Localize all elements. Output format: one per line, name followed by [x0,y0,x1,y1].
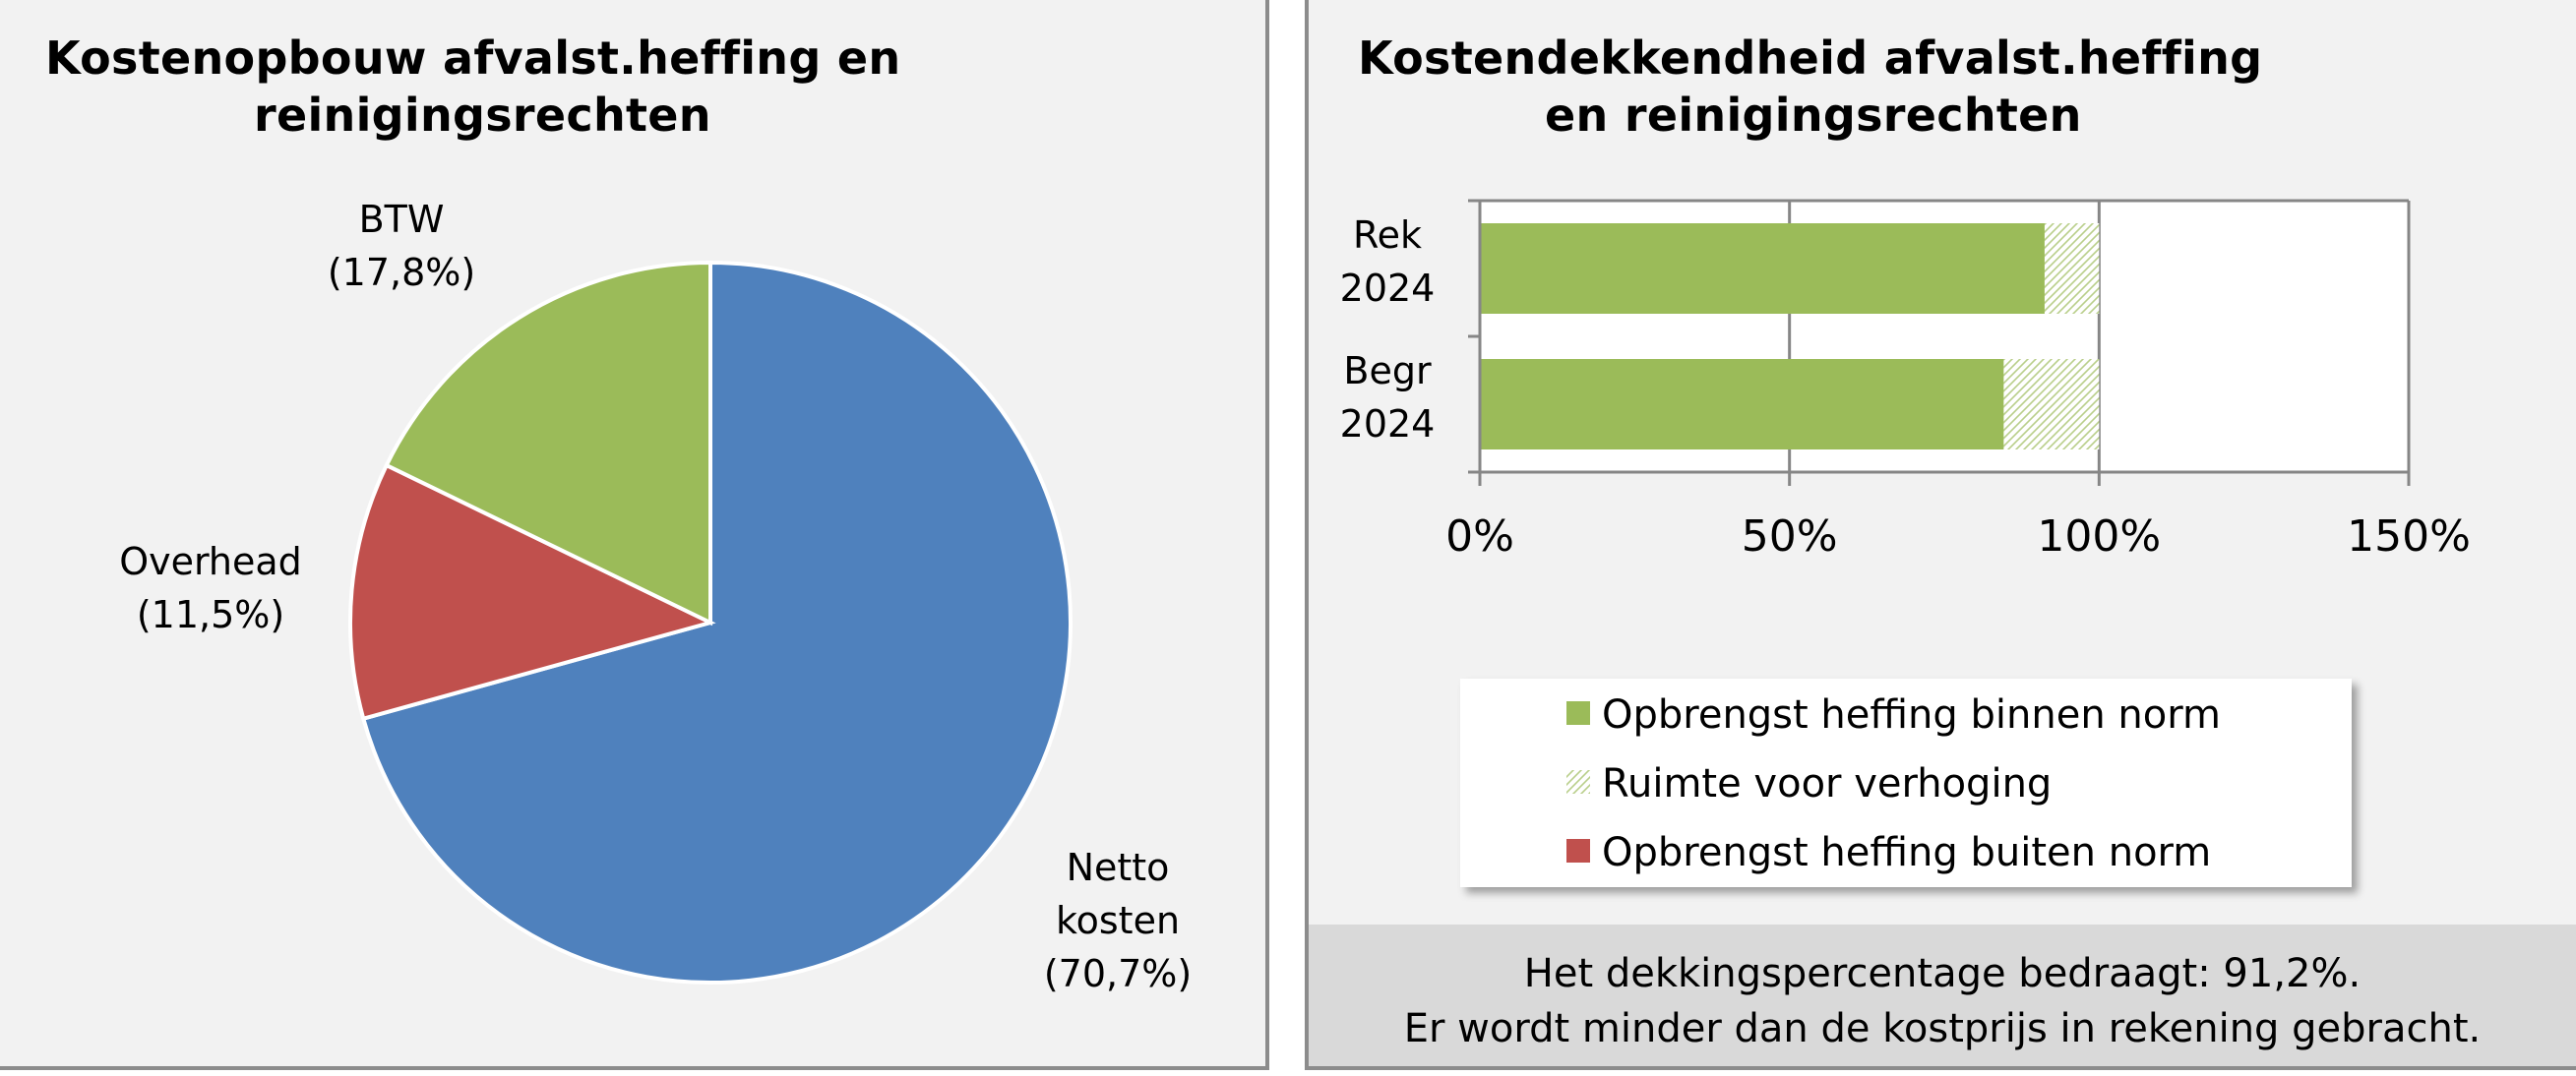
bar-chart: Rek 2024 Begr 2024 0% 50% 100% 150% [1340,199,2471,562]
bar-segment [2003,359,2100,449]
legend-swatch [1566,770,1590,794]
pie-chart: Netto kosten (70,7%) Overhead (11,5%) BTW (17,… [119,198,1192,995]
pie-slice [348,462,716,722]
x-tick-label: 0% [1445,511,1514,562]
legend-swatch [1566,839,1590,863]
pie-panel: Kostenopbouw afvalst.heffing en reinigin… [0,0,1269,1070]
coverage-note-line1: Het dekkingspercentage bedraagt: 91,2%. [1523,951,2361,996]
legend-label: Opbrengst heffing binnen norm [1602,692,2221,738]
x-tick-label: 100% [2037,511,2161,562]
coverage-note-line2: Er wordt minder dan de kostprijs in reke… [1403,1006,2482,1051]
pie-title-line2: reinigingsrechten [254,89,711,142]
pie-slice [384,260,712,627]
legend-label: Ruimte voor verhoging [1602,761,2052,807]
bar-segment [2044,223,2100,314]
pie-slice-label: Netto kosten (70,7%) [1044,846,1192,995]
bar-segment [1480,359,2004,449]
bar-segment [1480,223,2045,314]
x-tick-label: 150% [2347,511,2471,562]
legend-items: Opbrengst heffing binnen norm Ruimte voor… [1566,692,2221,875]
category-label: Begr 2024 [1340,349,1436,446]
bar-panel: Kostendekkendheid afvalst.heffing en rei… [1305,0,2576,1070]
pie-slice-label: BTW (17,8%) [328,198,475,294]
pie-slice-label: Overhead (11,5%) [119,540,302,636]
coverage-note: Het dekkingspercentage bedraagt: 91,2%. … [1309,925,2576,1066]
bar-title-line2: en reinigingsrechten [1545,89,2082,142]
chart-legend: Opbrengst heffing binnen norm Ruimte voor… [1460,679,2352,887]
legend-label: Opbrengst heffing buiten norm [1602,830,2211,875]
bar-title-line1: Kostendekkendheid afvalst.heffing [1358,31,2263,85]
legend-swatch [1566,701,1590,725]
category-label: Rek 2024 [1340,213,1436,310]
x-tick-label: 50% [1742,511,1838,562]
pie-title-line1: Kostenopbouw afvalst.heffing en [45,31,901,85]
pie-slice [360,260,1073,985]
